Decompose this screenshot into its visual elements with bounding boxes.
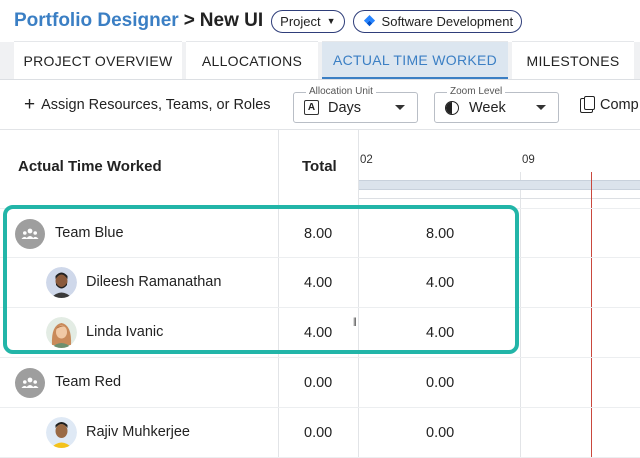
row-total: 0.00 xyxy=(304,425,333,441)
row-total: 0.00 xyxy=(304,375,333,391)
table-row[interactable]: Rajiv Muhkerjee 0.00 0.00 xyxy=(0,408,640,458)
chevron-down-icon xyxy=(395,105,405,110)
chevron-down-icon xyxy=(536,105,546,110)
jira-icon xyxy=(363,14,375,26)
allocation-unit-value: Days xyxy=(328,99,362,116)
row-total: 8.00 xyxy=(304,226,333,242)
team-icon xyxy=(15,219,45,249)
row-name: Linda Ivanic xyxy=(86,324,164,340)
category-pill[interactable]: Software Development xyxy=(352,9,523,33)
table-row[interactable]: Team Blue 8.00 8.00 xyxy=(0,208,640,258)
week-divider xyxy=(520,172,521,458)
tab-milestones[interactable]: MILESTONES xyxy=(512,41,634,79)
page-title: New UI xyxy=(199,10,264,31)
row-name: Rajiv Muhkerjee xyxy=(86,424,190,440)
table-row[interactable]: Team Red 0.00 0.00 xyxy=(0,358,640,408)
toolbar: + Assign Resources, Teams, or Roles Allo… xyxy=(0,80,640,130)
avatar xyxy=(46,417,77,448)
allocation-unit-select[interactable]: Allocation Unit A Days xyxy=(293,86,418,123)
row-name: Team Blue xyxy=(55,225,124,241)
chevron-down-icon: ▼ xyxy=(326,16,336,26)
breadcrumb-separator: > xyxy=(183,10,195,31)
timeline-border xyxy=(359,198,640,199)
timeline-range-bar xyxy=(359,180,640,190)
row-total: 4.00 xyxy=(304,275,333,291)
today-marker xyxy=(591,172,592,458)
timeline-week-label: 09 xyxy=(522,154,535,166)
tab-actual-time-worked[interactable]: ACTUAL TIME WORKED xyxy=(322,41,508,79)
avatar xyxy=(46,267,77,298)
row-week-value: 4.00 xyxy=(426,275,455,291)
breadcrumb-portfolio-designer[interactable]: Portfolio Designer xyxy=(14,10,179,31)
plus-icon: + xyxy=(24,94,36,115)
table-row[interactable]: Dileesh Ramanathan 4.00 4.00 xyxy=(0,258,640,308)
assign-resources-button[interactable]: + Assign Resources, Teams, or Roles xyxy=(24,94,271,115)
zoom-level-legend: Zoom Level xyxy=(447,86,506,97)
total-column-header: Total xyxy=(302,158,337,175)
time-grid: Actual Time Worked Total 02 09 Team Blue… xyxy=(0,130,640,458)
project-type-label: Project xyxy=(280,13,321,29)
allocation-unit-legend: Allocation Unit xyxy=(306,86,376,97)
tab-project-overview[interactable]: PROJECT OVERVIEW xyxy=(14,41,182,79)
row-week-value: 4.00 xyxy=(426,325,455,341)
row-total: 4.00 xyxy=(304,325,333,341)
row-name: Dileesh Ramanathan xyxy=(86,274,222,290)
zoom-level-value: Week xyxy=(469,99,506,116)
team-icon xyxy=(15,368,45,398)
row-week-value: 8.00 xyxy=(426,226,455,242)
category-label: Software Development xyxy=(381,13,514,29)
compare-button[interactable]: Comp xyxy=(580,95,639,113)
tab-allocations[interactable]: ALLOCATIONS xyxy=(186,41,318,79)
row-name: Team Red xyxy=(55,374,122,390)
zoom-level-select[interactable]: Zoom Level Week xyxy=(434,86,559,123)
page-header: Portfolio Designer > New UI Project ▼ So… xyxy=(0,0,640,42)
table-row[interactable]: Linda Ivanic 4.00 4.00 xyxy=(0,308,640,358)
row-week-value: 0.00 xyxy=(426,425,455,441)
name-column-header: Actual Time Worked xyxy=(18,158,162,175)
half-circle-icon xyxy=(445,100,459,115)
copy-icon xyxy=(580,95,595,113)
column-divider xyxy=(358,130,359,458)
row-week-value: 0.00 xyxy=(426,375,455,391)
project-type-dropdown[interactable]: Project ▼ xyxy=(271,9,345,33)
timeline-week-label: 02 xyxy=(360,154,373,166)
tab-bar: PROJECT OVERVIEW ALLOCATIONS ACTUAL TIME… xyxy=(0,41,640,80)
avatar xyxy=(46,317,77,348)
column-resize-handle[interactable]: || xyxy=(353,316,357,326)
column-divider xyxy=(278,130,279,458)
allocation-unit-icon: A xyxy=(304,100,319,115)
